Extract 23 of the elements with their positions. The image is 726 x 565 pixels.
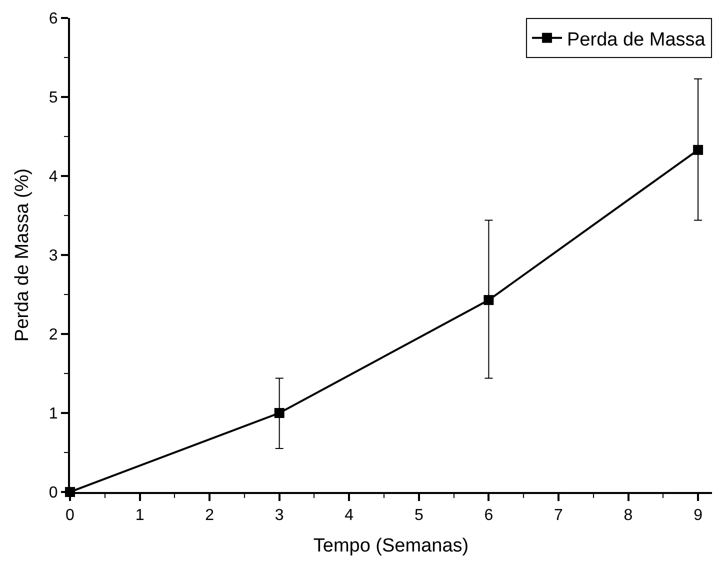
y-tick-label: 6 bbox=[48, 10, 58, 28]
y-tick-label: 5 bbox=[48, 90, 58, 107]
point bbox=[693, 144, 704, 155]
x-tick-label: 5 bbox=[414, 507, 424, 524]
x-tick-label: 2 bbox=[205, 507, 214, 524]
y-tick-label: 3 bbox=[48, 248, 58, 265]
x-axis-title: Tempo (Semanas) bbox=[313, 536, 469, 556]
x-tick-label: 9 bbox=[694, 507, 703, 524]
x-tick-label: 0 bbox=[66, 507, 75, 524]
x-tick-label: 8 bbox=[624, 507, 633, 524]
y-axis-title: Perda de Massa (%) bbox=[12, 168, 34, 342]
point bbox=[484, 295, 494, 306]
x-tick-label: 1 bbox=[135, 507, 144, 524]
point bbox=[274, 408, 284, 418]
y-tick-label: 4 bbox=[48, 168, 58, 186]
y-tick-label: 2 bbox=[48, 326, 58, 344]
x-tick-label: 7 bbox=[554, 507, 564, 524]
x-tick-label: 3 bbox=[274, 507, 284, 524]
x-tick-label: 6 bbox=[484, 507, 494, 524]
legend-label: Perda de Massa bbox=[567, 29, 706, 50]
x-tick-label: 4 bbox=[344, 507, 354, 524]
y-tick-label: 0 bbox=[48, 484, 58, 502]
y-tick-label: 1 bbox=[48, 406, 58, 423]
